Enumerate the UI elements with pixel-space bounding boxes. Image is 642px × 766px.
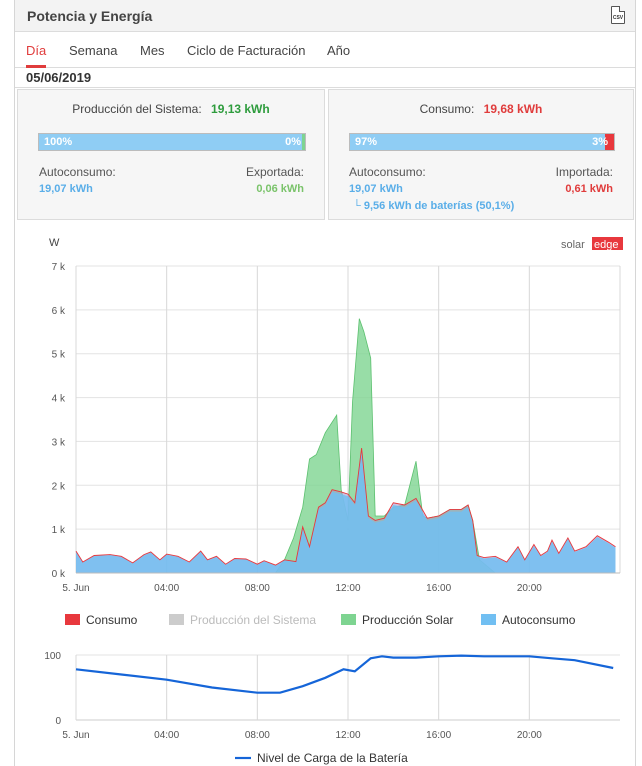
y-tick-label: 7 k xyxy=(52,262,66,273)
tab-dia[interactable]: Día xyxy=(26,43,47,68)
battery-legend-label: Nivel de Carga de la Batería xyxy=(257,751,408,765)
selected-date: 05/06/2019 xyxy=(26,70,92,85)
production-bar-self xyxy=(39,134,303,150)
battery-x-tick: 20:00 xyxy=(517,730,542,741)
tab-mes[interactable]: Mes xyxy=(140,43,165,58)
battery-x-tick: 16:00 xyxy=(426,730,451,741)
production-title: Producción del Sistema: 19,13 kWh xyxy=(18,102,324,116)
battery-contribution: └ 9,56 kWh de baterías (50,1%) xyxy=(353,200,515,212)
battery-y-tick: 0 xyxy=(55,716,61,727)
import-label: Importada: xyxy=(555,165,613,179)
x-tick-label: 12:00 xyxy=(335,583,360,594)
consumption-panel: Consumo: 19,68 kWh 97% 3% Autoconsumo: 1… xyxy=(328,89,634,220)
x-tick-label: 20:00 xyxy=(517,583,542,594)
production-self-label: Autoconsumo: xyxy=(39,165,116,179)
x-tick-label: 08:00 xyxy=(245,583,270,594)
y-tick-label: 0 k xyxy=(52,569,66,580)
y-tick-label: 1 k xyxy=(52,525,66,536)
x-tick-label: 04:00 xyxy=(154,583,179,594)
tab-ano[interactable]: Año xyxy=(327,43,351,58)
x-tick-label: 5. Jun xyxy=(62,583,89,594)
legend-swatch xyxy=(341,614,356,625)
widget-title: Potencia y Energía xyxy=(27,8,153,24)
consumption-bar-self xyxy=(350,134,605,150)
consumption-self-label: Autoconsumo: xyxy=(349,165,426,179)
export-label: Exportada: xyxy=(245,165,304,179)
production-bar-right-pct: 0% xyxy=(285,136,301,148)
legend-label: Autoconsumo xyxy=(502,613,576,627)
import-value: 0,61 kWh xyxy=(565,183,613,195)
y-tick-label: 5 k xyxy=(52,350,66,361)
production-panel: Producción del Sistema: 19,13 kWh 100% 0… xyxy=(17,89,325,220)
battery-y-tick: 100 xyxy=(44,651,61,662)
battery-x-tick: 04:00 xyxy=(154,730,179,741)
legend-label: Producción del Sistema xyxy=(190,613,316,627)
production-bar-export xyxy=(302,134,305,150)
battery-x-tick: 08:00 xyxy=(245,730,270,741)
legend-label: Consumo xyxy=(86,613,138,627)
tab-ciclo-facturacion[interactable]: Ciclo de Facturación xyxy=(187,43,306,58)
self-consumption-area xyxy=(76,450,616,573)
production-bar-left-pct: 100% xyxy=(44,136,73,148)
y-tick-label: 4 k xyxy=(52,394,66,405)
battery-x-tick: 5. Jun xyxy=(62,730,89,741)
consumption-bar-left-pct: 97% xyxy=(355,136,378,148)
csv-label: CSV xyxy=(612,15,624,21)
consumption-bar: 97% 3% xyxy=(349,133,615,151)
widget-header: Potencia y Energía CSV xyxy=(15,0,635,32)
legend-swatch xyxy=(65,614,80,625)
legend-swatch xyxy=(481,614,496,625)
consumption-bar-import xyxy=(604,134,614,150)
y-tick-label: 2 k xyxy=(52,481,66,492)
solaredge-logo: solar xyxy=(561,239,585,251)
legend-swatch xyxy=(169,614,184,625)
date-row: 05/06/2019 xyxy=(15,68,635,88)
y-axis-unit: W xyxy=(49,237,60,249)
production-label: Producción del Sistema: xyxy=(72,102,202,116)
consumption-self-value: 19,07 kWh xyxy=(349,183,403,195)
tab-semana[interactable]: Semana xyxy=(69,43,118,58)
export-value: 0,06 kWh xyxy=(256,183,304,195)
consumption-title: Consumo: 19,68 kWh xyxy=(329,102,633,116)
production-self-value: 19,07 kWh xyxy=(39,183,93,195)
consumption-value: 19,68 kWh xyxy=(483,102,543,116)
csv-download-icon[interactable]: CSV xyxy=(611,6,625,24)
solaredge-logo-badge xyxy=(592,237,623,250)
consumption-line xyxy=(75,447,616,566)
consumption-label: Consumo: xyxy=(419,102,475,116)
legend-label: Producción Solar xyxy=(362,613,453,627)
y-tick-label: 6 k xyxy=(52,306,66,317)
battery-x-tick: 12:00 xyxy=(335,730,360,741)
period-tabs: Día Semana Mes Ciclo de Facturación Año xyxy=(15,32,635,68)
consumption-bar-right-pct: 3% xyxy=(592,136,608,148)
production-value: 19,13 kWh xyxy=(211,102,270,116)
y-tick-label: 3 k xyxy=(52,437,66,448)
production-bar: 100% 0% xyxy=(38,133,306,151)
battery-level-line xyxy=(75,654,614,694)
energy-widget: Potencia y Energía CSV Día Semana Mes Ci… xyxy=(14,0,636,766)
solaredge-logo-edge: edge xyxy=(594,239,618,251)
x-tick-label: 16:00 xyxy=(426,583,451,594)
